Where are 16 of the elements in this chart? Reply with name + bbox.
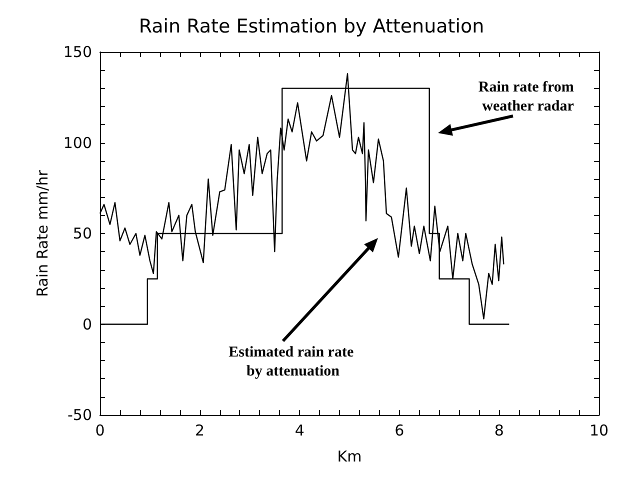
annotation: Estimated rain rate by attenuation [228,344,358,380]
y-tick-label: 100 [63,134,92,152]
x-tick-label: 4 [294,422,304,440]
x-tick-label: 0 [95,422,105,440]
y-tick-label: 150 [63,43,92,61]
y-axis-title: Rain Rate mm/hr [34,169,52,297]
x-tick-label: 10 [589,422,609,440]
x-axis-title: Km [337,448,362,466]
annotation: Rain rate from weather radar [478,80,578,114]
x-tick-label: 2 [195,422,205,440]
chart-title: Rain Rate Estimation by Attenuation [138,16,484,38]
x-tick-label: 8 [494,422,504,440]
x-tick-label: 6 [394,422,404,440]
y-tick-label: 50 [72,224,92,242]
y-tick-label: -50 [68,406,92,424]
y-tick-label: 0 [82,315,92,334]
